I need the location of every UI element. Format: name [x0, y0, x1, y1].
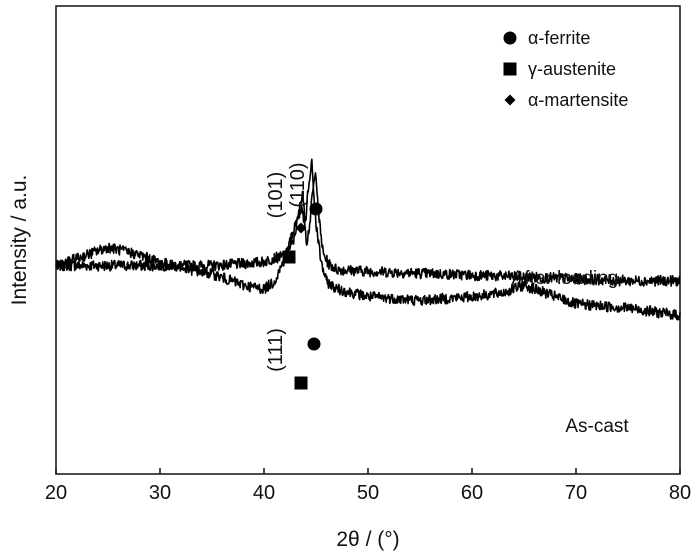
x-tick-label-50: 50 [357, 482, 379, 504]
x-axis-title: 2θ / (°) [336, 528, 399, 551]
y-axis-title: Intensity / a.u. [8, 175, 31, 306]
x-tick-label-40: 40 [253, 482, 275, 504]
legend-marker-diamond [504, 94, 516, 106]
legend-label-1: γ-austenite [528, 59, 616, 79]
x-axis: 20 30 40 50 60 70 80 [45, 468, 691, 504]
series-label-1: As-cast [565, 416, 629, 437]
series-line-1 [55, 158, 681, 321]
legend-marker-circle [503, 31, 517, 45]
hkl-label-1-1: (111) [265, 328, 287, 372]
peak-marker-square-0 [282, 250, 296, 264]
legend-label-2: α-martensite [528, 90, 628, 110]
hkl-label-0-0: (110) [287, 162, 309, 207]
legend-label-0: α-ferrite [528, 28, 590, 48]
x-tick-label-70: 70 [565, 482, 587, 504]
hkl-labels: (110)(101) (111) [265, 162, 309, 371]
marker-layer [282, 202, 323, 390]
peak-marker-circle-0 [309, 202, 323, 216]
legend: α-ferrite γ-austenite α-martensite [503, 28, 628, 110]
x-tick-label-60: 60 [461, 482, 483, 504]
x-tick-label-30: 30 [149, 482, 171, 504]
series-layer [55, 158, 681, 321]
hkl-label-0-2: (101) [265, 172, 287, 219]
series-label-0: After loading [512, 268, 619, 289]
peak-marker-diamond-0 [295, 222, 307, 234]
x-tick-label-80: 80 [669, 482, 691, 504]
legend-marker-square [503, 62, 517, 76]
series-annotations: After loading As-cast [512, 268, 630, 437]
peak-marker-circle-1 [307, 337, 321, 351]
x-tick-label-20: 20 [45, 482, 67, 504]
peak-marker-square-1 [294, 376, 308, 390]
